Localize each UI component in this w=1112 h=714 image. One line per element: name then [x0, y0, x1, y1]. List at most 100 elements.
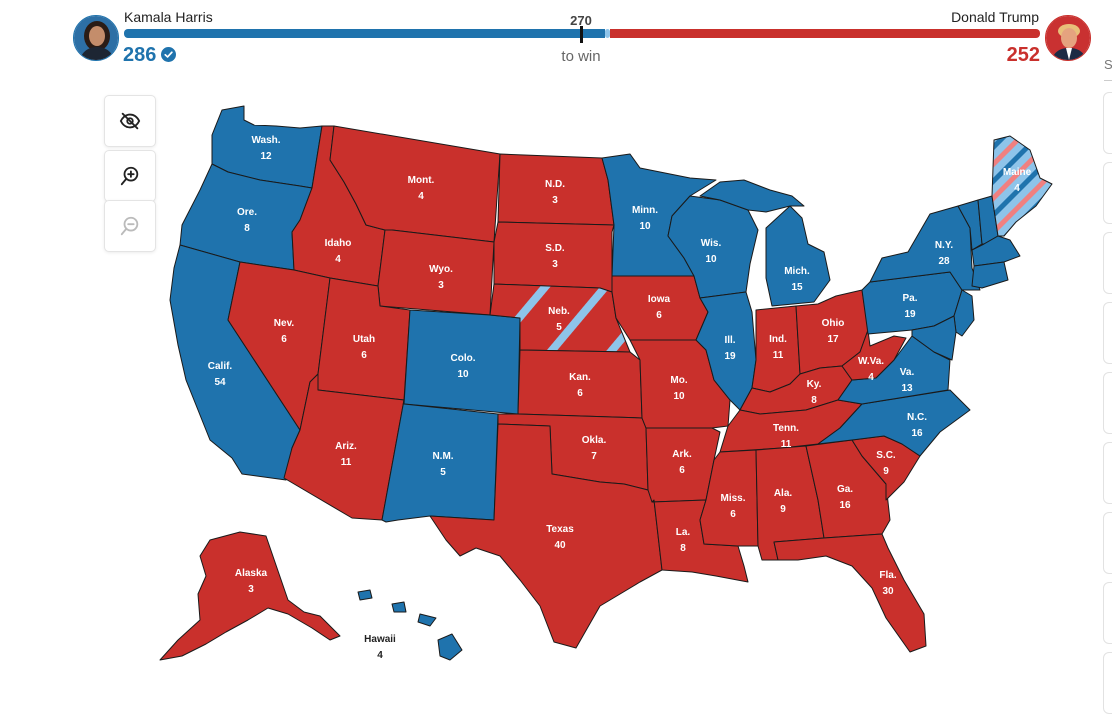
- state-label: Mont.: [408, 175, 435, 186]
- state-ev-label: 19: [904, 309, 916, 320]
- state-ev-label: 3: [438, 280, 444, 291]
- side-panel-card[interactable]: [1103, 512, 1112, 574]
- zoom-out-button[interactable]: [104, 200, 156, 252]
- state-label: Tenn.: [773, 423, 799, 434]
- state-kansas[interactable]: [517, 349, 643, 419]
- state-maine[interactable]: [991, 135, 1053, 237]
- side-panel-card[interactable]: [1103, 582, 1112, 644]
- state-ev-label: 4: [1014, 183, 1020, 194]
- state-ev-label: 13: [901, 383, 913, 394]
- state-ev-label: 4: [418, 191, 424, 202]
- side-panel-card[interactable]: [1103, 372, 1112, 434]
- zoom-in-icon: [120, 166, 139, 186]
- state-ev-label: 6: [679, 465, 685, 476]
- state-ev-label: 19: [724, 351, 736, 362]
- state-ev-label: 16: [911, 428, 923, 439]
- state-ev-label: 9: [883, 466, 889, 477]
- dem-progress-bar: [124, 29, 605, 38]
- rep-candidate-name: Donald Trump: [951, 9, 1039, 25]
- win-threshold-marker: [580, 26, 583, 43]
- state-ev-label: 4: [377, 650, 383, 661]
- state-ev-label: 5: [440, 467, 446, 478]
- state-ev-label: 7: [591, 451, 597, 462]
- zoom-out-icon: [120, 216, 139, 236]
- state-label: La.: [676, 527, 691, 538]
- state-label: Miss.: [720, 493, 745, 504]
- side-panel-card[interactable]: [1103, 442, 1112, 504]
- state-delaware-maryland[interactable]: [911, 315, 957, 361]
- state-label: Mich.: [784, 266, 810, 277]
- hide-labels-button[interactable]: [104, 95, 156, 147]
- state-label: Ill.: [724, 335, 735, 346]
- state-label: Maine: [1003, 167, 1032, 178]
- state-south-dakota[interactable]: [493, 221, 615, 293]
- state-label: Ind.: [769, 334, 787, 345]
- state-ev-label: 9: [780, 504, 786, 515]
- state-hawaii-big-island[interactable]: [437, 633, 463, 661]
- state-ev-label: 8: [680, 543, 686, 554]
- state-label: Wis.: [701, 238, 722, 249]
- side-panel-divider: [1104, 80, 1112, 81]
- state-ev-label: 11: [341, 457, 352, 468]
- side-panel-card[interactable]: [1103, 232, 1112, 294]
- state-label: S.D.: [545, 243, 565, 254]
- state-florida[interactable]: [773, 533, 927, 653]
- state-label: Pa.: [902, 293, 917, 304]
- harris-avatar: [73, 15, 119, 61]
- state-label: Ala.: [774, 488, 793, 499]
- state-ev-label: 6: [281, 334, 287, 345]
- state-label: Kan.: [569, 372, 591, 383]
- state-ev-label: 10: [673, 391, 685, 402]
- state-label: Ohio: [822, 318, 845, 329]
- state-label: Iowa: [648, 294, 671, 305]
- dem-electoral-votes: 286: [123, 44, 157, 66]
- state-label: Idaho: [325, 238, 352, 249]
- state-label: Ky.: [807, 379, 822, 390]
- state-hawaii-oahu[interactable]: [391, 601, 407, 613]
- state-label: Calif.: [208, 361, 233, 372]
- state-ev-label: 15: [791, 282, 803, 293]
- state-label: Ark.: [672, 449, 692, 460]
- projected-winner-check-icon: [161, 47, 176, 62]
- state-label: Ga.: [837, 484, 853, 495]
- state-hawaii-kauai[interactable]: [357, 589, 373, 601]
- state-alaska[interactable]: [159, 531, 341, 661]
- state-ev-label: 11: [773, 350, 784, 361]
- state-hawaii-maui[interactable]: [417, 613, 437, 627]
- win-threshold-label: to win: [561, 48, 601, 65]
- state-label: Colo.: [451, 353, 476, 364]
- state-ev-label: 6: [577, 388, 583, 399]
- side-panel-card[interactable]: [1103, 162, 1112, 224]
- side-panel-card[interactable]: [1103, 302, 1112, 364]
- state-label: W.Va.: [858, 356, 884, 367]
- state-ev-label: 16: [839, 500, 851, 511]
- state-label: Alaska: [235, 568, 268, 579]
- state-label: S.C.: [876, 450, 896, 461]
- state-label: Wash.: [251, 135, 280, 146]
- state-west-virginia[interactable]: [841, 329, 907, 381]
- state-ev-label: 6: [361, 350, 367, 361]
- state-texas[interactable]: [429, 423, 663, 649]
- state-label: N.C.: [907, 412, 927, 423]
- state-ev-label: 10: [705, 254, 717, 265]
- state-label: Wyo.: [429, 264, 453, 275]
- rep-electoral-votes: 252: [1006, 44, 1040, 66]
- state-montana[interactable]: [329, 125, 501, 243]
- zoom-in-button[interactable]: [104, 150, 156, 202]
- state-michigan[interactable]: [765, 205, 831, 307]
- state-indiana[interactable]: [751, 305, 801, 393]
- state-north-carolina[interactable]: [817, 389, 971, 457]
- trump-avatar: [1045, 15, 1091, 61]
- side-panel-card[interactable]: [1103, 92, 1112, 154]
- state-illinois[interactable]: [695, 291, 757, 411]
- state-michigan-up[interactable]: [699, 179, 805, 213]
- state-connecticut-ri[interactable]: [971, 261, 1009, 289]
- state-label: Ariz.: [335, 441, 357, 452]
- state-label: Nev.: [274, 318, 295, 329]
- eye-slash-icon: [119, 112, 141, 130]
- state-iowa[interactable]: [611, 275, 709, 341]
- state-label: Va.: [900, 367, 915, 378]
- state-label: Mo.: [670, 375, 687, 386]
- state-ev-label: 17: [827, 334, 839, 345]
- state-ev-label: 10: [639, 221, 651, 232]
